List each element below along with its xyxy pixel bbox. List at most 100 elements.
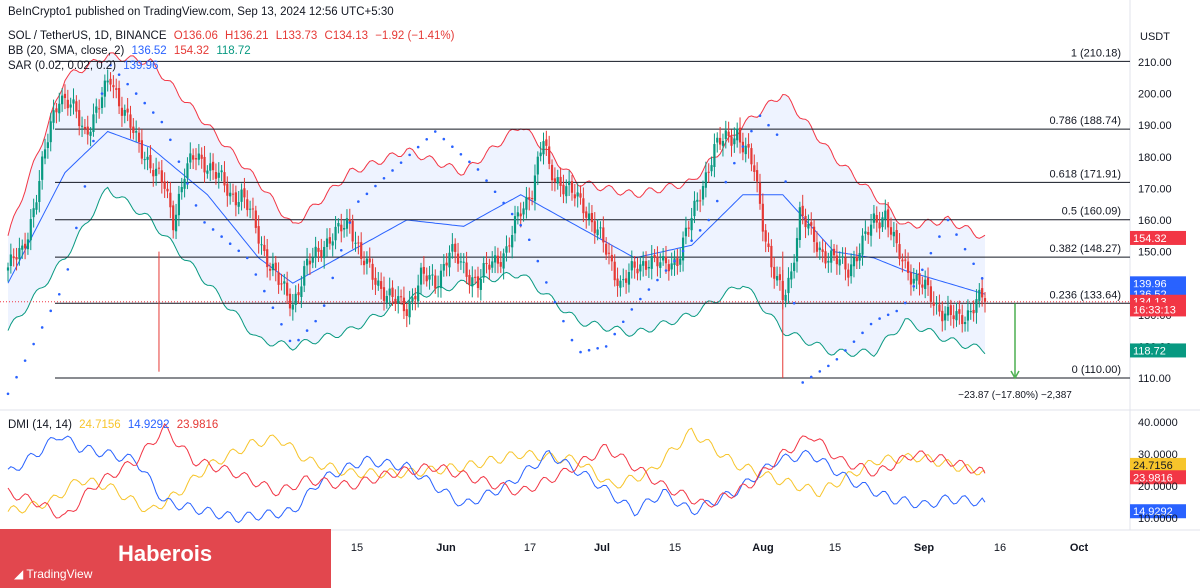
candle-body [790,271,793,280]
time-tick-label: Jul [594,542,610,554]
price-tick-label: 200.00 [1138,89,1172,101]
sar-dot [169,138,172,142]
candle-body [49,121,52,143]
sar-dot [416,145,420,149]
sar-dot [938,235,941,238]
candle-body [716,137,719,143]
candle-body [454,243,457,252]
measure-arrowhead [1010,370,1020,380]
candle-body [9,254,12,266]
candle-body [579,193,582,198]
sar-dot [972,262,975,266]
candle-body [889,227,893,235]
price-badge [1130,230,1186,245]
sar-dot [664,269,668,272]
candle-body [194,158,198,160]
candle-body [380,281,383,289]
candle-body [303,266,306,286]
candle-body [767,243,770,248]
candle-body [297,292,300,296]
sar-dot [194,204,198,207]
candle-body [704,172,707,188]
sar-dot [271,306,275,309]
candle-body [938,304,941,312]
sar-dot [83,185,87,188]
sar-dot [809,375,813,379]
candle-body [670,263,673,270]
candle-body [784,294,787,301]
candle-body [41,156,44,180]
candle-body [585,211,588,218]
dmi-line-adx [7,427,986,514]
candle-body [211,161,215,171]
candle-body [411,297,414,302]
sar-dot [288,339,292,343]
candle-body [140,140,143,159]
sar-dot [314,319,317,323]
price-tick-label: 180.00 [1138,152,1172,164]
candle-body [459,261,462,263]
dmi-badge-label: 14.9292 [1133,506,1173,518]
candle-body [519,213,522,217]
dmi-tick-label: 10.0000 [1138,513,1178,525]
candle-body [542,141,545,155]
sar-value: 139.96 [123,60,159,72]
candle-body [103,80,106,97]
sar-dot [878,317,881,320]
candle-body [280,283,283,285]
sar-dot [75,226,78,230]
candle-body [274,262,277,271]
candle-body [904,259,907,261]
price-tick-label: 170.00 [1138,183,1172,195]
candle-body [525,196,528,210]
sar-dot [519,223,523,227]
candle-body [653,255,656,258]
time-tick-label: 15 [351,542,363,554]
candle-body [434,275,437,289]
candle-body [203,156,206,173]
candle-body [439,270,443,289]
bb-legend[interactable]: BB (20, SMA, close, 2) 136.52 154.32 118… [8,45,255,57]
candle-body [240,189,243,202]
sar-legend[interactable]: SAR (0.02, 0.02, 0.2) 139.96 [8,60,162,72]
dmi-legend[interactable]: DMI (14, 14) 24.7156 14.9292 23.9816 [8,419,222,431]
candle-body [55,108,58,113]
candle-body [311,257,314,263]
candle-body [958,309,961,314]
candle-body [929,286,932,302]
dmi-line-di [7,435,986,524]
candle-body [491,261,494,268]
candle-body [565,186,568,197]
candle-body [545,139,548,146]
candle-body [135,131,138,133]
sar-dot [690,239,693,242]
price-badge-label: 154.32 [1133,233,1167,245]
sar-dot [921,268,924,272]
sar-dot [630,308,634,311]
candle-body [155,168,158,176]
candle-body [29,219,32,241]
candle-body [189,153,192,163]
sar-dot [425,138,429,141]
sar-dot [510,212,514,216]
fib-level-label: 0.786 (188.74) [1049,115,1121,127]
candle-body [605,243,608,255]
candle-body [499,262,502,267]
change-value: −1.92 (−1.41%) [375,30,455,42]
candle-body [827,260,830,263]
candle-body [613,261,616,281]
candle-body [237,202,240,207]
sar-dot [263,289,266,293]
dmi-badge [1130,470,1186,485]
candle-body [596,229,599,236]
candle-body [448,252,451,268]
sar-dot [579,350,582,354]
dmi-tick-label: 30.0000 [1138,449,1178,461]
fib-level-label: 0.236 (133.64) [1049,289,1121,301]
candle-body [619,280,622,288]
candle-body [607,252,611,254]
candle-body [926,277,930,286]
currency-label[interactable]: USDT [1140,31,1170,43]
candle-body [906,261,910,273]
